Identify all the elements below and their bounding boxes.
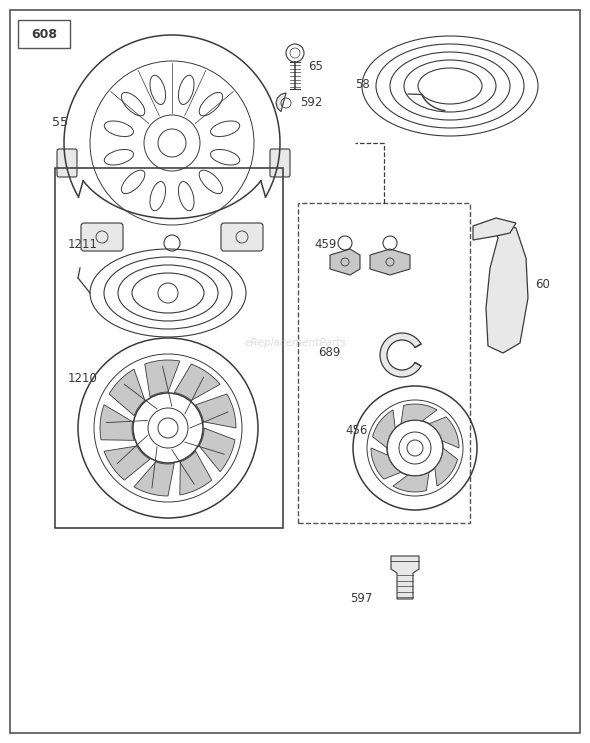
Polygon shape (391, 556, 419, 599)
Polygon shape (180, 451, 212, 495)
Text: 608: 608 (31, 27, 57, 41)
Polygon shape (100, 405, 134, 441)
Text: 55: 55 (52, 117, 68, 129)
Text: 58: 58 (355, 79, 370, 91)
Text: 60: 60 (535, 279, 550, 291)
Text: 65: 65 (308, 60, 323, 74)
Polygon shape (486, 223, 528, 353)
Bar (298, 203, 470, 523)
Polygon shape (372, 410, 395, 448)
Polygon shape (401, 404, 437, 424)
Polygon shape (174, 364, 220, 400)
Polygon shape (435, 448, 457, 486)
Polygon shape (276, 93, 286, 111)
Polygon shape (104, 446, 150, 480)
Polygon shape (145, 360, 180, 397)
Polygon shape (109, 369, 145, 415)
Text: 1211: 1211 (68, 239, 98, 251)
Polygon shape (393, 473, 429, 492)
FancyBboxPatch shape (57, 149, 77, 177)
Text: 1210: 1210 (68, 372, 98, 384)
Bar (18, 20, 70, 48)
FancyBboxPatch shape (81, 223, 123, 251)
Text: 456: 456 (345, 424, 368, 438)
FancyBboxPatch shape (221, 223, 263, 251)
Bar (55, 168, 283, 528)
Text: 597: 597 (350, 591, 372, 605)
Polygon shape (380, 333, 421, 377)
Polygon shape (473, 218, 516, 240)
Text: 689: 689 (318, 346, 340, 360)
Polygon shape (371, 448, 401, 479)
FancyBboxPatch shape (270, 149, 290, 177)
Polygon shape (134, 462, 174, 496)
Text: 592: 592 (300, 97, 322, 109)
Polygon shape (429, 417, 459, 448)
Polygon shape (330, 249, 360, 275)
Polygon shape (370, 249, 410, 275)
Text: 459: 459 (314, 239, 336, 251)
Text: eReplacementParts: eReplacementParts (244, 338, 346, 348)
Polygon shape (199, 428, 235, 472)
Polygon shape (195, 394, 236, 428)
